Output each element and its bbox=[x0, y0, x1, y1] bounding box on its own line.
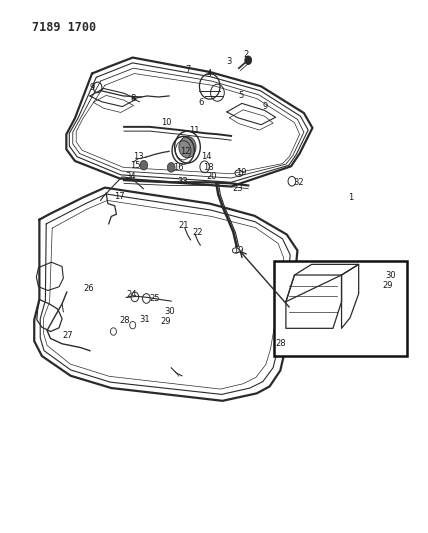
Text: 9: 9 bbox=[263, 102, 268, 111]
Text: 29: 29 bbox=[160, 318, 170, 326]
Text: 17: 17 bbox=[114, 192, 124, 200]
Text: 23: 23 bbox=[233, 184, 243, 193]
Bar bbox=[274, 261, 407, 356]
Text: 16: 16 bbox=[174, 163, 184, 172]
Text: 14: 14 bbox=[201, 152, 211, 161]
Text: 28: 28 bbox=[276, 339, 286, 348]
Text: 20: 20 bbox=[206, 173, 217, 181]
Text: 13: 13 bbox=[134, 152, 144, 160]
Text: 3: 3 bbox=[226, 57, 232, 66]
Text: 2: 2 bbox=[244, 50, 249, 59]
Text: 12: 12 bbox=[180, 147, 190, 156]
Circle shape bbox=[179, 136, 196, 158]
Text: 27: 27 bbox=[62, 332, 73, 340]
Text: 1: 1 bbox=[348, 193, 354, 201]
Text: 6: 6 bbox=[199, 98, 204, 107]
Text: 32: 32 bbox=[294, 178, 304, 187]
Text: 25: 25 bbox=[150, 294, 160, 303]
Text: 24: 24 bbox=[127, 290, 137, 298]
Text: 19: 19 bbox=[233, 246, 243, 255]
Text: 34: 34 bbox=[125, 173, 135, 181]
Text: 7: 7 bbox=[186, 65, 191, 74]
Circle shape bbox=[140, 160, 148, 170]
Text: 26: 26 bbox=[84, 285, 94, 293]
Text: 7189 1700: 7189 1700 bbox=[32, 21, 96, 34]
Text: 5: 5 bbox=[238, 92, 243, 100]
Text: 30: 30 bbox=[385, 271, 395, 279]
Text: 28: 28 bbox=[120, 317, 130, 325]
Text: 19: 19 bbox=[236, 168, 247, 177]
Text: 30: 30 bbox=[164, 307, 175, 316]
Circle shape bbox=[245, 56, 252, 64]
Text: 18: 18 bbox=[204, 163, 214, 172]
Text: 11: 11 bbox=[190, 126, 200, 134]
Text: 10: 10 bbox=[161, 118, 171, 127]
Text: 31: 31 bbox=[140, 316, 150, 324]
Text: 29: 29 bbox=[382, 281, 392, 290]
Text: 4: 4 bbox=[206, 69, 211, 78]
Text: 15: 15 bbox=[130, 161, 140, 169]
Text: 22: 22 bbox=[193, 228, 203, 237]
Text: 8: 8 bbox=[130, 94, 135, 102]
Text: 9: 9 bbox=[89, 83, 95, 92]
Text: 21: 21 bbox=[179, 222, 189, 230]
Circle shape bbox=[167, 163, 175, 172]
Text: 33: 33 bbox=[177, 177, 188, 185]
